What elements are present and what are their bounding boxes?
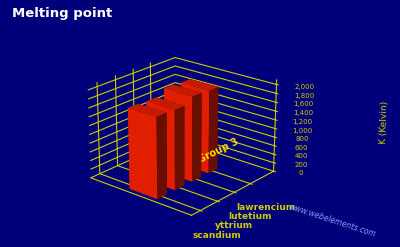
Text: Melting point: Melting point [12, 7, 112, 21]
Text: www.webelements.com: www.webelements.com [288, 203, 377, 239]
